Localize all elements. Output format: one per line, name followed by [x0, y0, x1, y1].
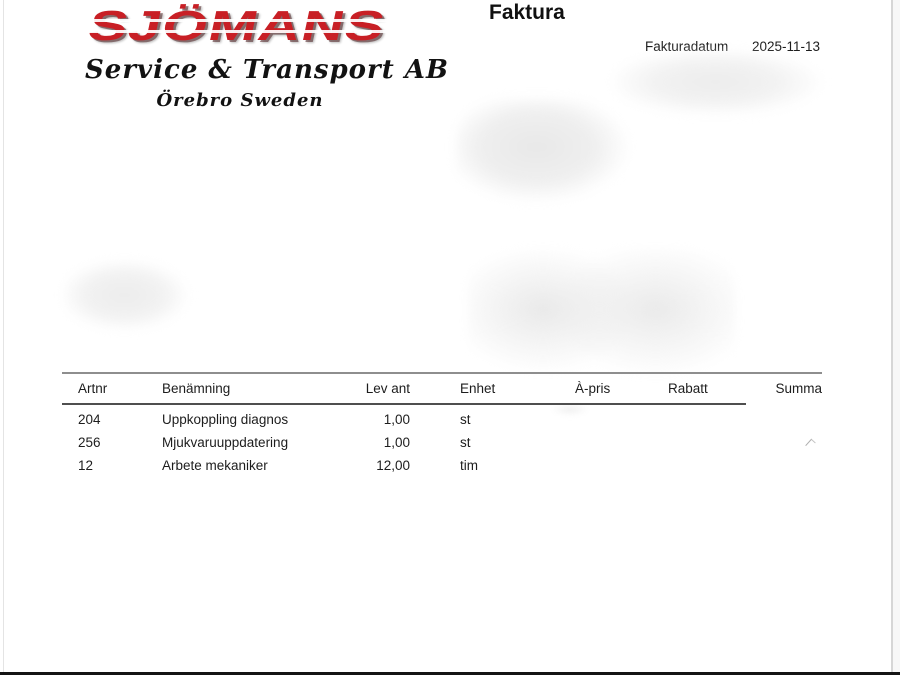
cell-artnr: 204 — [78, 412, 101, 427]
document-title: Faktura — [489, 1, 565, 24]
col-header-artnr: Artnr — [78, 381, 108, 396]
cell-benamning: Arbete mekaniker — [162, 458, 268, 473]
cell-enhet: tim — [460, 458, 478, 473]
page-right-edge — [891, 0, 893, 675]
cell-lev-ant: 1,00 — [383, 412, 410, 427]
cell-lev-ant: 12,00 — [376, 458, 410, 473]
redaction-blob-invoice-number — [613, 51, 841, 113]
table-top-rule — [62, 372, 822, 374]
redaction-blob-reference — [468, 248, 736, 376]
company-logo-location: Örebro Sweden — [156, 90, 324, 111]
company-logo-subtitle: Service & Transport AB — [85, 55, 449, 85]
cell-benamning: Uppkoppling diagnos — [162, 412, 289, 427]
company-logo: SJÖMANS — [80, 2, 400, 52]
col-header-summa: Summa — [775, 381, 822, 396]
page-left-edge — [3, 0, 4, 675]
table-header-row: Artnr Benämning Lev ant Enhet À-pris Rab… — [62, 381, 822, 398]
col-header-a-pris: À-pris — [575, 381, 611, 396]
col-header-benamning: Benämning — [162, 381, 231, 396]
col-header-enhet: Enhet — [460, 381, 496, 396]
table-row: 256 Mjukvaruuppdatering 1,00 st — [62, 435, 822, 452]
redaction-blob-recipient — [456, 99, 648, 213]
table-row: 204 Uppkoppling diagnos 1,00 st — [62, 412, 822, 429]
invoice-date-value: 2025-11-13 — [752, 39, 821, 54]
cell-artnr: 12 — [78, 458, 94, 473]
cell-lev-ant: 1,00 — [383, 435, 410, 450]
screenshot-bottom-bar — [0, 672, 900, 675]
table-header-rule — [62, 403, 746, 405]
cell-artnr: 256 — [78, 435, 101, 450]
redaction-blob-sender-address — [64, 261, 198, 329]
company-logo-brand-text: SJÖMANS — [84, 2, 391, 49]
page-right-gutter — [893, 0, 900, 675]
cell-enhet: st — [460, 435, 471, 450]
table-row: 12 Arbete mekaniker 12,00 tim — [62, 458, 822, 475]
col-header-lev-ant: Lev ant — [365, 381, 410, 396]
line-items-table: Artnr Benämning Lev ant Enhet À-pris Rab… — [62, 372, 822, 482]
cell-benamning: Mjukvaruuppdatering — [162, 435, 289, 450]
invoice-date-label: Fakturadatum — [645, 39, 729, 54]
cell-enhet: st — [460, 412, 471, 427]
col-header-rabatt: Rabatt — [668, 381, 708, 396]
